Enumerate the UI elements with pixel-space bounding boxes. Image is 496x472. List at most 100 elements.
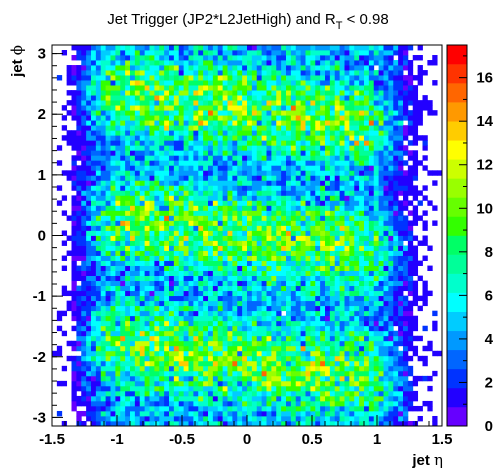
heatmap-cell (120, 205, 126, 211)
heatmap-cell (227, 55, 233, 61)
heatmap-cell (305, 210, 311, 216)
heatmap-cell (378, 160, 384, 166)
heatmap-cell (271, 330, 277, 337)
heatmap-cell (315, 360, 321, 367)
heatmap-cell (373, 110, 380, 116)
heatmap-cell (256, 150, 263, 156)
heatmap-cell (110, 100, 116, 106)
heatmap-cell (315, 235, 321, 241)
heatmap-cell (130, 280, 136, 287)
heatmap-cell (115, 225, 121, 231)
heatmap-cell (300, 310, 306, 317)
heatmap-cell (286, 375, 292, 382)
heatmap-cell (290, 380, 297, 387)
heatmap-cell (339, 295, 345, 302)
heatmap-cell (300, 270, 306, 276)
heatmap-cell (266, 275, 272, 282)
heatmap-cell (247, 65, 253, 71)
heatmap-cell (281, 110, 287, 116)
heatmap-cell (125, 420, 131, 427)
heatmap-cell (110, 380, 116, 387)
heatmap-cell (100, 215, 107, 221)
heatmap-cell (56, 145, 63, 151)
heatmap-cell (183, 55, 189, 61)
heatmap-cell (71, 265, 77, 271)
heatmap-cell (383, 335, 389, 342)
heatmap-cell (178, 300, 185, 307)
heatmap-cell (115, 240, 121, 246)
heatmap-cell (354, 325, 360, 332)
heatmap-cell (120, 340, 126, 347)
heatmap-cell (305, 75, 311, 81)
heatmap-cell (139, 335, 146, 342)
heatmap-cell (149, 240, 155, 246)
heatmap-cell (373, 175, 380, 181)
heatmap-cell (359, 360, 365, 367)
heatmap-cell (130, 320, 136, 327)
heatmap-cell (300, 275, 306, 282)
heatmap-cell (169, 270, 175, 276)
heatmap-cell (320, 170, 326, 176)
heatmap-cell (71, 220, 77, 226)
heatmap-cell (81, 275, 87, 282)
heatmap-cell (295, 50, 302, 56)
heatmap-cell (237, 245, 243, 251)
heatmap-cell (144, 355, 150, 362)
heatmap-cell (154, 325, 160, 332)
heatmap-cell (368, 190, 375, 196)
heatmap-cell (310, 250, 316, 256)
heatmap-cell (276, 165, 282, 171)
heatmap-cell (193, 250, 199, 256)
heatmap-cell (305, 335, 311, 342)
heatmap-cell (222, 370, 228, 377)
heatmap-cell (100, 50, 107, 56)
heatmap-cell (134, 290, 141, 297)
heatmap-cell (183, 295, 189, 302)
heatmap-cell (91, 245, 97, 251)
heatmap-cell (203, 175, 209, 181)
heatmap-cell (105, 280, 111, 287)
heatmap-cell (188, 410, 194, 417)
heatmap-cell (276, 55, 282, 61)
heatmap-cell (247, 280, 253, 287)
heatmap-cell (232, 80, 238, 86)
heatmap-cell (261, 385, 267, 392)
heatmap-cell (203, 405, 209, 412)
heatmap-cell (359, 195, 365, 201)
heatmap-cell (144, 320, 150, 327)
heatmap-cell (286, 260, 292, 266)
heatmap-cell (373, 210, 380, 216)
heatmap-cell (251, 335, 258, 342)
heatmap-cell (242, 95, 248, 101)
heatmap-cell (130, 240, 136, 246)
heatmap-cell (359, 225, 365, 231)
heatmap-cell (203, 360, 209, 367)
heatmap-cell (305, 275, 311, 282)
heatmap-cell (208, 110, 214, 116)
heatmap-cell (173, 185, 180, 191)
heatmap-cell (149, 195, 155, 201)
heatmap-cell (329, 105, 336, 111)
heatmap-cell (315, 395, 321, 402)
heatmap-cell (95, 265, 102, 271)
heatmap-cell (281, 355, 287, 362)
heatmap-cell (354, 340, 360, 347)
heatmap-cell (271, 65, 277, 71)
heatmap-cell (310, 50, 316, 56)
heatmap-cell (325, 70, 331, 76)
heatmap-cell (100, 300, 107, 307)
heatmap-cell (266, 55, 272, 61)
heatmap-cell (193, 345, 199, 352)
heatmap-cell (232, 170, 238, 176)
heatmap-cell (76, 65, 82, 71)
heatmap-cell (295, 115, 302, 121)
heatmap-cell (344, 340, 350, 347)
heatmap-cell (247, 310, 253, 317)
heatmap-cell (120, 370, 126, 377)
heatmap-cell (110, 80, 116, 86)
heatmap-cell (81, 420, 87, 427)
heatmap-cell (242, 330, 248, 337)
heatmap-cell (344, 120, 350, 126)
heatmap-cell (344, 95, 350, 101)
heatmap-cell (178, 110, 185, 116)
